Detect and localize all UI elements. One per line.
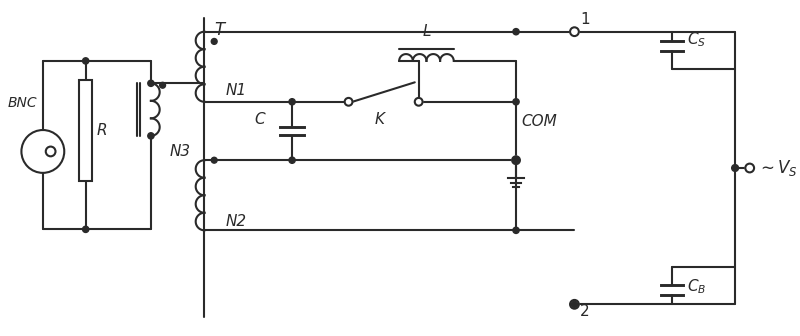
Text: N3: N3 <box>170 144 190 159</box>
Circle shape <box>746 164 754 172</box>
Text: K: K <box>374 112 385 127</box>
Text: 2: 2 <box>580 304 590 319</box>
Text: BNC: BNC <box>8 95 38 110</box>
Circle shape <box>211 157 217 163</box>
Circle shape <box>211 39 217 44</box>
Circle shape <box>570 27 579 36</box>
Text: 1: 1 <box>580 12 590 27</box>
FancyBboxPatch shape <box>79 80 93 181</box>
Text: N1: N1 <box>226 83 247 98</box>
Circle shape <box>46 146 55 156</box>
Text: $C_B$: $C_B$ <box>687 278 706 296</box>
Circle shape <box>82 226 89 233</box>
Circle shape <box>148 80 154 86</box>
Text: L: L <box>422 24 430 39</box>
Circle shape <box>289 99 295 105</box>
Text: N2: N2 <box>226 214 247 229</box>
Circle shape <box>160 82 166 88</box>
Circle shape <box>570 300 579 309</box>
Circle shape <box>513 227 519 234</box>
Text: T: T <box>214 21 224 39</box>
Circle shape <box>513 157 519 163</box>
Text: $\sim V_S$: $\sim V_S$ <box>757 158 798 178</box>
Circle shape <box>148 133 154 139</box>
Circle shape <box>513 29 519 35</box>
Circle shape <box>571 301 578 307</box>
Circle shape <box>289 157 295 163</box>
Circle shape <box>414 98 422 106</box>
Text: $C_S$: $C_S$ <box>687 30 706 49</box>
Circle shape <box>732 165 738 171</box>
Text: R: R <box>96 123 107 137</box>
Text: C: C <box>254 112 265 127</box>
Circle shape <box>512 156 520 164</box>
Text: COM: COM <box>521 114 557 129</box>
Circle shape <box>513 99 519 105</box>
Circle shape <box>82 58 89 64</box>
Circle shape <box>345 98 353 106</box>
